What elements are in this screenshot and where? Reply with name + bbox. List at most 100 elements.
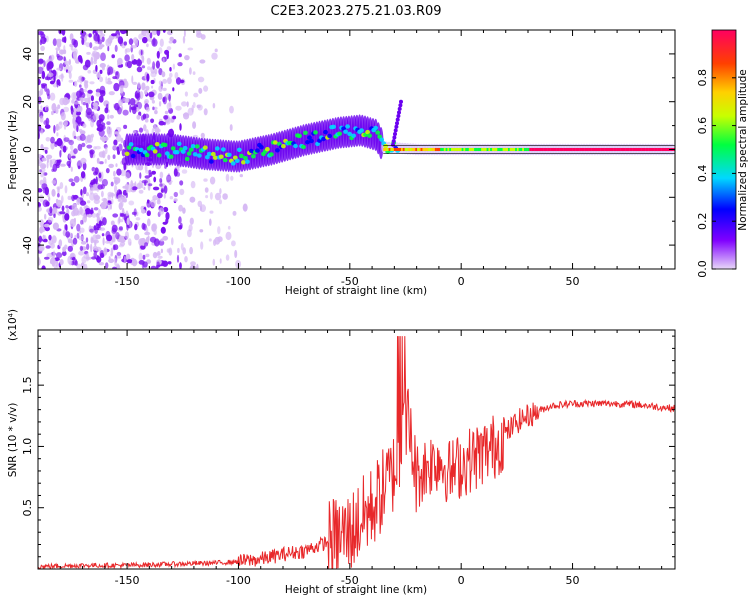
spectral-noise-blob (53, 264, 59, 269)
spectral-noise-blob (73, 217, 76, 223)
spectral-noise-blob (90, 179, 97, 185)
spectral-noise-blob (154, 110, 158, 115)
spectral-noise-blob (162, 30, 166, 33)
spectral-noise-blob (156, 50, 160, 59)
spectral-noise-blob (126, 217, 130, 226)
spectral-noise-blob (225, 254, 230, 261)
spectral-noise-blob (80, 157, 87, 164)
spectral-line-cell (570, 148, 573, 151)
spectral-noise-blob (80, 57, 83, 64)
spectral-noise-blob (113, 170, 116, 177)
spectral-noise-blob (111, 54, 115, 59)
spectral-noise-blob (56, 79, 59, 88)
spectral-line-cell (522, 148, 525, 151)
spectral-spike-cell (397, 110, 401, 115)
spectral-noise-blob (63, 56, 66, 62)
spectral-noise-blob (151, 38, 158, 47)
spectral-noise-blob (128, 38, 134, 45)
spectral-line-cell (429, 148, 432, 151)
spectral-noise-blob (51, 158, 57, 165)
spectral-noise-blob (93, 105, 99, 111)
spectral-peak-blob (281, 144, 286, 149)
spectral-noise-blob (40, 105, 43, 110)
spectral-line-cell (481, 148, 484, 151)
spectral-noise-blob (68, 178, 74, 183)
spectral-noise-blob (168, 100, 172, 107)
spectral-noise-blob (150, 79, 155, 85)
spectral-line-cell (529, 148, 532, 151)
spectral-noise-blob (144, 242, 149, 247)
spectral-noise-blob (157, 251, 161, 256)
spectral-noise-blob (79, 75, 83, 84)
spectral-noise-blob (52, 262, 55, 267)
spectral-line-cell (491, 148, 494, 151)
spectral-noise-blob (89, 81, 95, 85)
spectral-noise-blob (141, 222, 146, 230)
spectral-noise-blob (214, 48, 218, 53)
spectral-noise-blob (152, 61, 156, 70)
spectral-noise-blob (132, 81, 138, 85)
spectral-line-cell (465, 148, 468, 151)
spectral-peak-blob (164, 151, 170, 156)
spectral-line-cell (449, 148, 452, 151)
spectral-line-cell (472, 148, 475, 151)
x-tick-label: 0 (458, 275, 465, 288)
spectral-line-cell (586, 148, 589, 151)
spectral-noise-blob (79, 84, 82, 88)
spectral-line-cell (475, 148, 478, 151)
spectral-noise-blob (146, 211, 150, 216)
spectral-noise-blob (95, 213, 100, 218)
spectral-noise-blob (132, 37, 138, 44)
spectral-noise-blob (59, 259, 64, 266)
spectral-peak-blob (182, 145, 188, 151)
spectral-noise-blob (182, 247, 186, 255)
spectral-noise-blob (85, 107, 92, 116)
spectral-noise-blob (100, 252, 105, 258)
spectral-line-cell (440, 148, 443, 151)
spectral-noise-blob (120, 213, 125, 217)
spectral-peak-blob (327, 133, 332, 139)
spectral-noise-blob (234, 249, 238, 259)
spectral-line-cell (500, 148, 503, 151)
spectral-noise-blob (41, 84, 46, 89)
spectral-line-cell (499, 148, 501, 151)
spectral-noise-blob (159, 183, 163, 187)
spectral-line-cell (609, 148, 612, 151)
spectral-peak-blob (154, 142, 160, 147)
spectral-line-cell (607, 148, 610, 151)
spectral-noise-blob (39, 226, 44, 234)
spectral-spike-cell (397, 106, 402, 111)
snr-y-axis: 0.5 1.0 1.5 (21, 335, 675, 558)
spectral-noise-blob (52, 222, 60, 230)
spectral-noise-blob (140, 49, 143, 56)
spectral-noise-blob (158, 68, 163, 76)
spectral-noise-blob (41, 70, 46, 80)
spectral-noise-blob (58, 81, 61, 87)
spectral-noise-blob (72, 237, 78, 245)
spectral-noise-blob (178, 204, 184, 212)
spectral-noise-blob (141, 30, 144, 35)
spectral-noise-blob (38, 78, 41, 86)
spectral-line-cell (417, 148, 420, 151)
spectral-noise-blob (121, 196, 127, 202)
spectral-noise-blob (57, 193, 60, 198)
spectral-noise-blob (90, 95, 94, 102)
spectral-peak-blob (309, 138, 314, 144)
spectral-peak-blob (301, 144, 306, 150)
spectral-peak-blob (313, 130, 318, 135)
spectral-line-cell (388, 148, 391, 151)
spectral-noise-blob (123, 255, 127, 264)
spectral-noise-blob (121, 98, 128, 102)
spectral-noise-blob (56, 132, 59, 137)
spectral-noise-blob (48, 234, 52, 241)
spectral-line-cell (418, 148, 421, 151)
spectral-noise-blob (68, 71, 72, 79)
spectral-noise-blob (114, 44, 118, 53)
spectral-line-cell (484, 148, 487, 151)
spectral-noise-blob (51, 188, 56, 197)
spectral-line-cell (616, 148, 619, 151)
spectral-line-cell (443, 148, 446, 151)
spectral-noise-blob (53, 124, 56, 134)
spectral-noise-blob (92, 46, 100, 51)
